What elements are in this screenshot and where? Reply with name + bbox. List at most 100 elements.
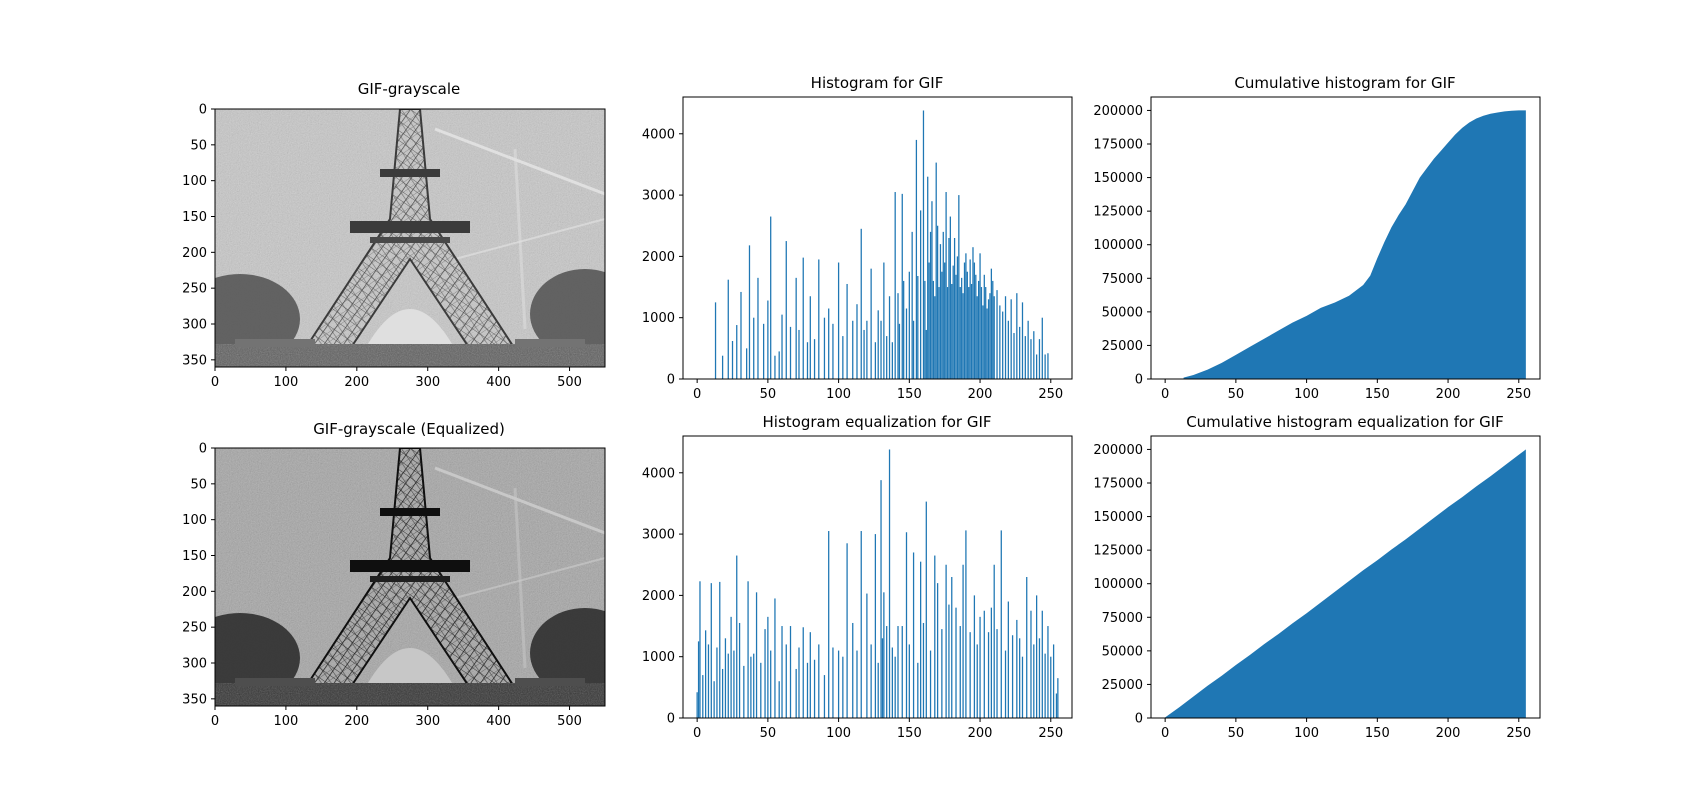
histogram-bar bbox=[789, 626, 792, 718]
histogram-bar bbox=[973, 262, 976, 379]
y-tick-label: 200 bbox=[182, 585, 207, 600]
histogram-bar bbox=[1035, 595, 1038, 718]
y-tick-label: 75000 bbox=[1102, 611, 1143, 626]
y-tick-label: 150000 bbox=[1093, 510, 1143, 525]
histogram-bar bbox=[925, 501, 927, 718]
histogram-bar bbox=[956, 256, 959, 379]
area-series bbox=[1165, 449, 1526, 718]
histogram-bar bbox=[897, 626, 899, 718]
y-tick-label: 25000 bbox=[1102, 339, 1143, 354]
y-tick-label: 0 bbox=[1135, 373, 1143, 388]
histogram-bar bbox=[743, 665, 745, 718]
histogram-bar bbox=[936, 583, 939, 718]
histogram-bar bbox=[1044, 653, 1046, 718]
y-tick-label: 200 bbox=[182, 246, 207, 261]
panel-cumulative-equalized: Cumulative histogram equalization for GI… bbox=[1093, 413, 1541, 741]
histogram-bar bbox=[798, 647, 800, 718]
histogram-bar bbox=[955, 607, 957, 718]
histogram-bar bbox=[837, 650, 840, 718]
histogram-bar bbox=[972, 247, 974, 379]
histogram-bar bbox=[886, 336, 888, 379]
y-tick-label: 175000 bbox=[1093, 477, 1143, 492]
histogram-bar bbox=[806, 662, 809, 718]
histogram-bar bbox=[781, 314, 783, 379]
histogram-bar bbox=[912, 552, 915, 718]
histogram-bar bbox=[1033, 331, 1035, 379]
histogram-bar bbox=[911, 231, 913, 379]
x-tick-label: 50 bbox=[1228, 387, 1245, 402]
y-tick-label: 0 bbox=[199, 103, 207, 118]
x-tick-label: 50 bbox=[1228, 726, 1245, 741]
histogram-bar bbox=[944, 262, 946, 379]
histogram-bar bbox=[917, 662, 919, 718]
histogram-bar bbox=[738, 622, 741, 718]
x-tick-label: 400 bbox=[486, 375, 511, 390]
x-tick-label: 150 bbox=[1365, 387, 1390, 402]
histogram-bar bbox=[949, 216, 951, 379]
histogram-bar bbox=[894, 656, 896, 718]
histogram-bar bbox=[809, 296, 811, 379]
x-tick-label: 0 bbox=[693, 387, 701, 402]
y-tick-label: 300 bbox=[182, 318, 207, 333]
histogram-bar bbox=[721, 668, 724, 718]
x-tick-label: 200 bbox=[968, 387, 993, 402]
y-tick-label: 0 bbox=[667, 373, 675, 388]
histogram-bar bbox=[905, 308, 908, 379]
x-tick-label: 100 bbox=[826, 726, 851, 741]
panel-histogram-equalized: Histogram equalization for GIF 0 50 100 150… bbox=[642, 413, 1073, 741]
histogram-bar bbox=[888, 296, 891, 379]
histogram-bar bbox=[996, 290, 998, 379]
histogram-bar bbox=[917, 276, 919, 379]
x-tick-label: 50 bbox=[760, 387, 777, 402]
histogram-bar bbox=[955, 274, 957, 379]
histogram-bar bbox=[962, 293, 964, 379]
histogram-bar bbox=[1016, 619, 1018, 718]
histogram-bar bbox=[1007, 320, 1009, 379]
histogram-bar bbox=[908, 271, 910, 379]
y-tick-label: 50 bbox=[190, 477, 207, 492]
histogram-bar bbox=[938, 287, 940, 379]
histogram-bar bbox=[1010, 299, 1012, 379]
y-tick-label: 125000 bbox=[1093, 205, 1143, 220]
histogram-bar bbox=[778, 351, 780, 379]
histogram-bar bbox=[951, 283, 953, 379]
histogram-bar bbox=[1047, 626, 1049, 718]
histogram-bar bbox=[1057, 678, 1059, 718]
histogram-bar bbox=[818, 644, 820, 718]
histogram-bar bbox=[962, 564, 964, 718]
histogram-bar bbox=[870, 644, 872, 718]
histogram-bar bbox=[987, 299, 990, 379]
y-tick-label: 350 bbox=[182, 353, 207, 368]
x-tick-label: 0 bbox=[1161, 726, 1169, 741]
histogram-bar bbox=[713, 681, 715, 718]
histogram-bar bbox=[985, 287, 987, 379]
y-tick-label: 1000 bbox=[642, 650, 675, 665]
histogram-bar bbox=[920, 561, 922, 718]
histogram-bar bbox=[891, 647, 893, 718]
y-tick-label: 150000 bbox=[1093, 171, 1143, 186]
histogram-bar bbox=[936, 225, 939, 379]
histogram-bar bbox=[702, 675, 704, 718]
histogram-bar bbox=[935, 162, 937, 379]
histogram-bar bbox=[764, 629, 766, 718]
histogram-bar bbox=[721, 355, 724, 379]
x-tick-label: 300 bbox=[415, 375, 440, 390]
histogram-bar bbox=[813, 659, 816, 718]
histogram-bar bbox=[781, 626, 783, 718]
x-tick-label: 200 bbox=[344, 714, 369, 729]
histogram-bar bbox=[920, 210, 922, 379]
histogram-bar bbox=[1041, 317, 1043, 379]
image-render bbox=[215, 448, 605, 706]
x-tick-label: 0 bbox=[211, 375, 219, 390]
axis-ticks: 0 50 100 150 200 250 0 1000 2000 3000 4000 bbox=[642, 127, 1063, 402]
histogram-bar bbox=[927, 176, 929, 379]
histogram-bar bbox=[948, 238, 950, 379]
image-content bbox=[215, 109, 605, 367]
histogram-bar bbox=[1047, 353, 1049, 379]
panel-title: Histogram equalization for GIF bbox=[763, 413, 992, 431]
histogram-bar bbox=[809, 632, 811, 718]
histogram-bar bbox=[922, 622, 925, 718]
histogram-bar bbox=[860, 531, 862, 718]
histogram-bar bbox=[925, 329, 927, 379]
panel-title: Histogram for GIF bbox=[811, 74, 944, 92]
